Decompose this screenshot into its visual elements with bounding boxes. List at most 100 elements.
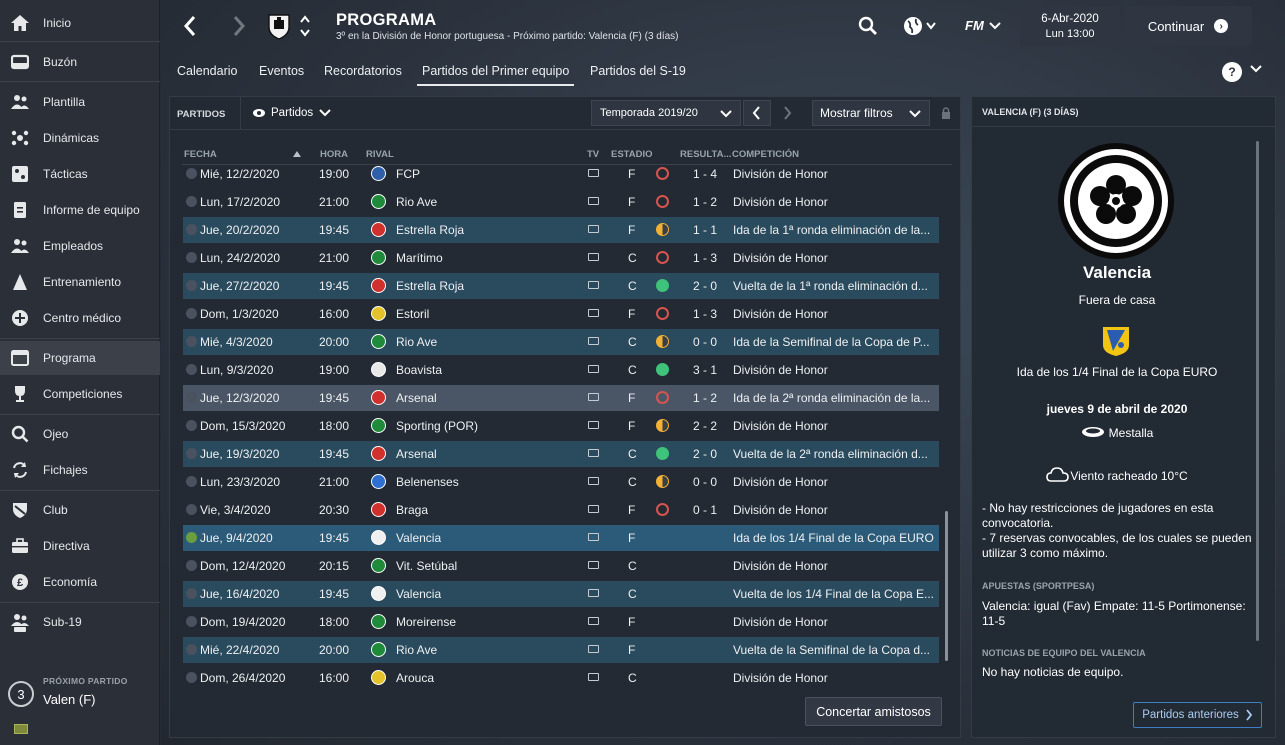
table-row[interactable]: Lun, 9/3/2020 19:00 Boavista C 3 - 1 División… <box>183 357 939 383</box>
opponent-crest-icon[interactable] <box>371 670 386 685</box>
opponent-name[interactable]: Arsenal <box>396 447 437 461</box>
competition[interactable]: División de Honor <box>733 251 828 265</box>
score[interactable]: 1 - 4 <box>693 167 718 181</box>
table-row[interactable]: Lun, 17/2/2020 21:00 Rio Ave F 1 - 2 División… <box>183 189 939 215</box>
search-button[interactable] <box>858 16 878 36</box>
competition[interactable]: División de Honor <box>733 307 828 321</box>
club-switch-icon[interactable] <box>299 13 311 39</box>
opponent-crest-icon[interactable] <box>371 222 386 237</box>
sidebar-item-economia[interactable]: £ Economía <box>0 565 160 599</box>
table-row[interactable]: Jue, 19/3/2020 19:45 Arsenal C 2 - 0 Vuelta d… <box>183 441 939 467</box>
competition-logo-icon[interactable] <box>1101 325 1131 357</box>
sidebar-item-club[interactable]: Club <box>0 493 160 527</box>
score[interactable]: 2 - 0 <box>693 447 718 461</box>
scrollbar[interactable] <box>945 511 948 661</box>
opponent-crest-icon[interactable] <box>371 642 386 657</box>
opponent-crest-icon[interactable] <box>371 390 386 405</box>
opponent-name[interactable]: Valencia <box>396 531 442 545</box>
table-row[interactable]: Lun, 24/2/2020 21:00 Marítimo C 1 - 3 Divisió… <box>183 245 939 271</box>
competition[interactable]: División de Honor <box>733 363 828 377</box>
arrange-friendlies-button[interactable]: Concertar amistosos <box>805 697 942 726</box>
opponent-crest-icon[interactable] <box>371 278 386 293</box>
tab-partidos-primer-equipo[interactable]: Partidos del Primer equipo <box>417 56 575 86</box>
show-filters-dropdown[interactable]: Mostrar filtros <box>812 100 930 126</box>
score[interactable]: 1 - 3 <box>693 307 718 321</box>
table-row[interactable]: Mié, 4/3/2020 20:00 Rio Ave C 0 - 0 Ida de la… <box>183 329 939 355</box>
opponent-crest-icon[interactable] <box>371 446 386 461</box>
opponent-crest-icon[interactable] <box>371 530 386 545</box>
opponent-crest-icon[interactable] <box>371 586 386 601</box>
opponent-name[interactable]: Estoril <box>396 307 430 321</box>
opponent-name[interactable]: Estrella Roja <box>396 279 465 293</box>
opponent-name[interactable]: Valencia <box>1082 263 1152 282</box>
tab-partidos-s19[interactable]: Partidos del S-19 <box>590 64 686 78</box>
world-menu-button[interactable] <box>901 14 941 38</box>
col-result[interactable]: RESULTA... <box>680 149 732 160</box>
score[interactable]: 1 - 1 <box>693 223 718 237</box>
sidebar-item-dinamicas[interactable]: Dinámicas <box>0 121 160 155</box>
col-date[interactable]: FECHA <box>184 149 217 160</box>
table-row[interactable]: Jue, 16/4/2020 19:45 Valencia C Vuelta de lo… <box>183 581 939 607</box>
opponent-name[interactable]: Vit. Setúbal <box>396 559 458 573</box>
opponent-name[interactable]: Arouca <box>396 671 435 685</box>
opponent-name[interactable]: Estrella Roja <box>396 223 465 237</box>
sidebar-item-medico[interactable]: Centro médico <box>0 301 160 335</box>
table-row[interactable]: Dom, 26/4/2020 16:00 Arouca C División de Ho… <box>183 665 939 691</box>
table-row[interactable]: Vie, 3/4/2020 20:30 Braga F 0 - 1 División de… <box>183 497 939 523</box>
opponent-name[interactable]: Moreirense <box>396 615 457 629</box>
table-row[interactable]: Mié, 22/4/2020 20:00 Rio Ave F Vuelta de la … <box>183 637 939 663</box>
next-match-widget[interactable]: 3 PRÓXIMO PARTIDO Valen (F) <box>0 672 160 722</box>
opponent-name[interactable]: FCP <box>396 167 420 181</box>
score[interactable]: 2 - 0 <box>693 279 718 293</box>
competition[interactable]: Vuelta de los 1/4 Final de la Copa E... <box>733 587 935 601</box>
competition[interactable]: Vuelta de la 1ª ronda eliminación d... <box>733 279 928 293</box>
opponent-name[interactable]: Braga <box>396 503 429 517</box>
col-tv[interactable]: TV <box>587 149 600 160</box>
opponent-name[interactable]: Rio Ave <box>396 335 438 349</box>
ticket-icon[interactable] <box>14 724 28 734</box>
table-row[interactable]: Mié, 12/2/2020 19:00 FCP F 1 - 4 División de … <box>183 161 939 187</box>
tab-eventos[interactable]: Eventos <box>259 64 305 78</box>
previous-season-button[interactable] <box>743 100 771 126</box>
opponent-crest-icon[interactable] <box>371 502 386 517</box>
tab-recordatorios[interactable]: Recordatorios <box>324 64 402 78</box>
opponent-name[interactable]: Boavista <box>396 363 443 377</box>
table-row[interactable]: Jue, 12/3/2020 19:45 Arsenal F 1 - 2 Ida de l… <box>183 385 939 411</box>
opponent-name[interactable]: Rio Ave <box>396 195 438 209</box>
opponent-crest-icon[interactable] <box>371 166 386 181</box>
competition[interactable]: División de Honor <box>733 615 828 629</box>
competition[interactable]: División de Honor <box>733 671 828 685</box>
table-row[interactable]: Dom, 19/4/2020 18:00 Moreirense F División d… <box>183 609 939 635</box>
opponent-name[interactable]: Marítimo <box>396 251 443 265</box>
competition[interactable]: Ida de la 2ª ronda eliminación de la... <box>733 391 931 405</box>
chevron-down-icon[interactable] <box>1250 64 1262 74</box>
table-row[interactable]: Dom, 12/4/2020 20:15 Vit. Setúbal C División… <box>183 553 939 579</box>
opponent-crest-icon[interactable] <box>371 334 386 349</box>
sidebar-item-plantilla[interactable]: Plantilla <box>0 85 160 119</box>
club-crest-icon[interactable] <box>265 12 293 40</box>
competition[interactable]: División de Honor <box>733 195 828 209</box>
sidebar-item-inicio[interactable]: Inicio <box>0 6 160 40</box>
opponent-name[interactable]: Belenenses <box>396 475 459 489</box>
scrollbar[interactable] <box>1256 141 1259 641</box>
competition[interactable]: División de Honor <box>733 503 828 517</box>
score[interactable]: 0 - 0 <box>693 475 718 489</box>
competition[interactable]: División de Honor <box>733 167 828 181</box>
competition[interactable]: División de Honor <box>733 475 828 489</box>
opponent-name[interactable]: Valencia <box>396 587 442 601</box>
lock-icon[interactable] <box>940 107 952 119</box>
competition[interactable]: División de Honor <box>733 419 828 433</box>
sidebar-item-sub19[interactable]: Sub-19 <box>0 605 160 639</box>
game-date[interactable]: 6-Abr-2020 Lun 13:00 <box>1020 6 1120 46</box>
opponent-crest-icon[interactable] <box>371 614 386 629</box>
opponent-name[interactable]: Rio Ave <box>396 643 438 657</box>
opponent-crest-icon[interactable] <box>371 418 386 433</box>
opponent-name[interactable]: Sporting (POR) <box>396 419 479 433</box>
col-time[interactable]: HORA <box>320 149 348 160</box>
competition[interactable]: Vuelta de la Semifinal de la Copa d... <box>733 643 931 657</box>
sidebar-item-tacticas[interactable]: Tácticas <box>0 157 160 191</box>
opponent-crest-icon[interactable] <box>1056 141 1176 261</box>
continue-button[interactable]: Continuar › <box>1124 6 1252 46</box>
opponent-crest-icon[interactable] <box>371 362 386 377</box>
sidebar-item-entrenamiento[interactable]: Entrenamiento <box>0 265 160 299</box>
